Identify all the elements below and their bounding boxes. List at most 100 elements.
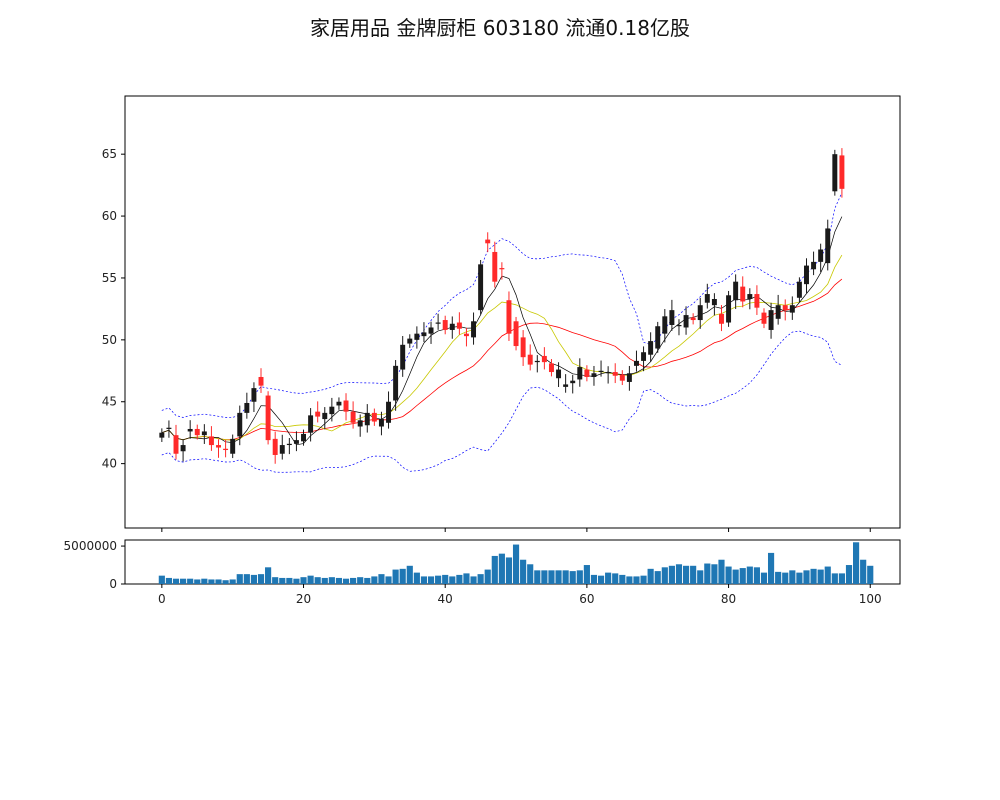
x-tick-label: 60 [579, 592, 594, 606]
volume-bar [824, 566, 831, 584]
candle-body [804, 265, 809, 285]
volume-bar [300, 577, 307, 584]
volume-bar [555, 570, 562, 584]
volume-bar [718, 559, 725, 584]
candle-body [676, 324, 682, 327]
candle-body [378, 419, 384, 427]
volume-bar [243, 574, 250, 584]
ma20-line [161, 278, 843, 441]
volume-y-tick-label: 5000000 [64, 539, 117, 553]
volume-bar [704, 563, 711, 584]
volume-bar [505, 557, 513, 584]
volume-bar [350, 577, 357, 584]
candle-body [386, 401, 392, 423]
volume-bar [626, 576, 633, 584]
volume-bar [321, 577, 328, 584]
volume-bar [456, 574, 463, 584]
volume-bar [307, 575, 314, 584]
candle-body [414, 333, 420, 340]
volume-bar [675, 564, 683, 584]
volume-bar [739, 568, 746, 584]
candle-body [180, 445, 186, 452]
volume-bar [371, 576, 378, 584]
candle-body [733, 281, 739, 301]
candle-body [825, 228, 831, 264]
volume-bar [484, 569, 491, 584]
candle-body [690, 317, 696, 321]
volume-bar [491, 555, 498, 584]
price-y-tick-label: 45 [102, 395, 117, 409]
volume-bar [725, 566, 732, 584]
candle-body [421, 332, 427, 337]
candle-body [364, 412, 370, 426]
candle-body [605, 372, 611, 374]
x-tick-label: 80 [721, 592, 736, 606]
candle-body [548, 363, 554, 373]
candle-body [265, 395, 271, 441]
candle-body [719, 313, 724, 324]
volume-bar [229, 579, 236, 584]
price-y-tick-label: 60 [102, 209, 117, 223]
volume-bar [399, 568, 406, 584]
volume-bar [406, 565, 413, 584]
candle-body [697, 305, 703, 321]
volume-bar [279, 577, 286, 584]
candle-body [513, 321, 519, 347]
volume-bar [208, 579, 215, 584]
candle-body [598, 370, 604, 372]
candle-body [832, 154, 838, 192]
volume-bar [392, 569, 399, 584]
candle-body [308, 415, 314, 433]
volume-bar [796, 572, 803, 584]
volume-bar [845, 565, 853, 584]
volume-bar [470, 576, 477, 584]
volume-bar [194, 579, 201, 584]
volume-bar [250, 574, 258, 584]
volume-bar [201, 578, 208, 584]
candle-body [775, 305, 781, 319]
candle-body [286, 443, 292, 446]
volume-bar [817, 569, 824, 584]
candle-body [768, 310, 774, 330]
volume-bar [760, 572, 768, 584]
volume-bar [187, 578, 194, 584]
candle-body [704, 294, 710, 303]
volume-bar [711, 564, 718, 584]
volume-bar [633, 576, 640, 584]
candle-body [251, 388, 257, 402]
candle-body [563, 384, 569, 387]
chart-title: 家居用品 金牌厨柜 603180 流通0.18亿股 [310, 16, 690, 40]
ma10-line [161, 254, 843, 441]
price-panel: 40 45 50 55 60 65 [102, 95, 901, 532]
volume-bar [569, 571, 576, 584]
candle-body [478, 264, 484, 311]
candle-body [527, 354, 533, 365]
candle-body [173, 435, 179, 454]
candle-body [683, 315, 689, 328]
candle-body [662, 316, 668, 334]
candle-body [839, 155, 845, 189]
volume-bar [782, 572, 789, 584]
volume-bar [810, 568, 817, 584]
x-tick-label: 20 [296, 592, 311, 606]
candle-body [492, 251, 498, 282]
candle-body [301, 433, 306, 442]
volume-bar [775, 571, 782, 584]
candle-body [230, 438, 236, 454]
candle-body [669, 310, 675, 325]
volume-bar [590, 574, 598, 584]
candle-body [315, 411, 321, 417]
volume-panel: 0 5000000 0 20 40 60 80 100 [64, 539, 901, 606]
volume-y-tick-label: 0 [109, 577, 117, 591]
volume-bar [498, 553, 505, 584]
candle-body [322, 412, 328, 420]
volume-bar [449, 576, 456, 584]
volume-bar [746, 566, 753, 584]
candle-body [789, 305, 795, 313]
candle-body [449, 323, 455, 330]
volume-bar [612, 573, 619, 584]
candle-body [272, 438, 278, 455]
candle-body [371, 412, 377, 422]
candle-body [428, 327, 434, 334]
candle-body [612, 372, 618, 376]
